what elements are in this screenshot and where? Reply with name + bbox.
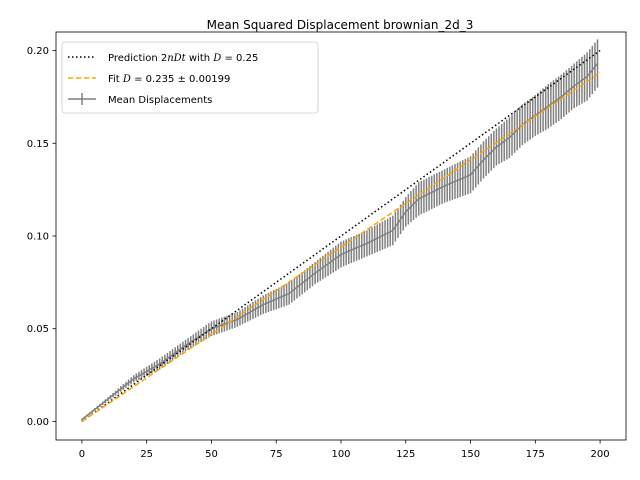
x-tick-label: 150 — [461, 449, 480, 460]
legend-prediction-label: Prediction 2nDt with D = 0.25 — [108, 53, 258, 64]
legend: Prediction 2nDt with D = 0.25 Fit D = 0.… — [61, 41, 319, 114]
x-tick-label: 200 — [591, 449, 610, 460]
legend-points-label: Mean Displacements — [108, 95, 212, 106]
legend-fit-label: Fit D = 0.235 ± 0.00199 — [108, 74, 230, 85]
x-axis: 0 25 50 75 100 125 150 175 200 — [79, 440, 610, 460]
legend-fit-prefix: Fit — [108, 74, 123, 85]
x-tick-label: 100 — [331, 449, 350, 460]
x-tick-label: 25 — [140, 449, 153, 460]
legend-fit-value: = 0.235 ± 0.00199 — [131, 74, 230, 85]
legend-box — [61, 41, 319, 114]
x-tick-label: 0 — [79, 449, 85, 460]
legend-prediction-mid: with — [186, 53, 214, 64]
x-tick-label: 175 — [526, 449, 545, 460]
legend-prediction-d: D — [212, 53, 221, 64]
legend-prediction-value: = 0.25 — [221, 53, 258, 64]
y-tick-label: 0.10 — [27, 232, 49, 243]
y-tick-label: 0.20 — [27, 46, 49, 57]
legend-prediction-prefix: Prediction 2 — [108, 53, 167, 64]
legend-prediction-var: nDt — [167, 53, 186, 64]
series-line-mean-displacements — [81, 63, 599, 421]
y-tick-label: 0.05 — [27, 324, 49, 335]
plot-area — [81, 39, 601, 423]
y-tick-label: 0.15 — [27, 139, 49, 150]
chart-title: Mean Squared Displacement brownian_2d_3 — [207, 18, 474, 32]
legend-fit-d: D — [122, 74, 131, 85]
x-tick-label: 125 — [396, 449, 415, 460]
x-tick-label: 50 — [205, 449, 218, 460]
x-tick-label: 75 — [270, 449, 283, 460]
series-line-fit — [81, 72, 601, 423]
y-tick-label: 0.00 — [27, 417, 49, 428]
y-axis: 0.00 0.05 0.10 0.15 0.20 — [27, 46, 56, 428]
